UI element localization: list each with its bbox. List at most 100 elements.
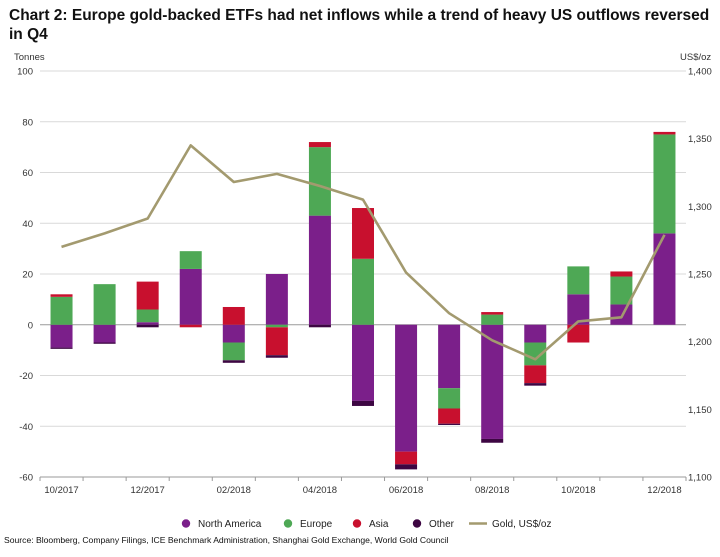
legend-item-asia: Asia: [352, 519, 389, 530]
bar-europe-09-2018: [524, 342, 547, 366]
legend-swatch: [412, 519, 422, 528]
bar-north-america-10-2018: [567, 294, 590, 325]
chart-title: Chart 2: Europe gold-backed ETFs had net…: [9, 7, 710, 43]
gold-price-line: [61, 144, 666, 361]
bar-asia-11-2018: [610, 271, 633, 277]
bar-other-02-2018: [222, 360, 245, 363]
bar-europe-07-2018: [438, 388, 461, 409]
bar-north-america-02-2018: [222, 324, 245, 343]
bar-europe-01-2018: [179, 251, 202, 269]
bar-asia-09-2018: [524, 365, 547, 384]
legend-label: Europe: [300, 519, 333, 530]
bar-europe-12-2017: [136, 309, 159, 323]
y-axis-title: Tonnes: [14, 52, 45, 63]
legend-label: Gold, US$/oz: [492, 519, 551, 530]
x-tick-label: 02/2018: [217, 485, 251, 496]
legend-label: Asia: [369, 519, 389, 530]
bar-other-10-2017: [50, 347, 73, 349]
bar-asia-10-2018: [567, 324, 590, 343]
bar-asia-06-2018: [395, 451, 418, 465]
x-tick-label: 06/2018: [389, 485, 423, 496]
x-tick-label: 08/2018: [475, 485, 509, 496]
bar-asia-03-2018: [265, 327, 288, 356]
bar-other-11-2017: [93, 342, 116, 344]
bar-other-05-2018: [352, 400, 374, 406]
bar-asia-12-2017: [136, 281, 159, 310]
bar-europe-04-2018: [308, 147, 331, 216]
bar-north-america-05-2018: [352, 324, 374, 401]
y2-tick-label: 1,200: [688, 337, 712, 348]
y2-tick-label: 1,250: [688, 270, 712, 281]
bar-north-america-04-2018: [308, 215, 331, 325]
legend-swatch: [181, 519, 191, 528]
bar-north-america-08-2018: [481, 324, 504, 439]
legend: North America Europe Asia Other Gold, US$/oz: [181, 519, 551, 530]
bar-asia-12-2018: [653, 131, 676, 135]
legend-item-gold-us-oz: Gold, US$/oz: [469, 519, 551, 530]
bar-asia-02-2018: [222, 306, 245, 325]
bar-other-12-2017: [136, 324, 159, 328]
bar-asia-04-2018: [308, 142, 331, 148]
legend-item-other: Other: [412, 519, 455, 530]
bar-europe-11-2018: [610, 276, 633, 305]
bar-other-07-2018: [438, 423, 461, 425]
y2-tick-label: 1,150: [688, 405, 712, 416]
bar-other-04-2018: [308, 324, 331, 328]
bar-europe-03-2018: [265, 324, 288, 328]
bar-europe-08-2018: [481, 314, 504, 325]
bar-asia-07-2018: [438, 408, 461, 424]
bar-north-america-07-2018: [438, 324, 461, 389]
y-tick-label: -20: [19, 371, 33, 382]
bar-other-08-2018: [481, 438, 504, 443]
x-tick-label: 10/2018: [561, 485, 595, 496]
x-tick-label: 10/2017: [44, 485, 78, 496]
legend-label: Other: [429, 519, 455, 530]
y2-tick-label: 1,400: [688, 67, 712, 78]
legend-swatch: [352, 519, 362, 528]
bar-europe-05-2018: [352, 258, 374, 325]
legend-item-north-america: North America: [181, 519, 262, 530]
bar-other-09-2018: [524, 383, 547, 386]
bar-europe-11-2017: [93, 284, 116, 325]
bar-other-06-2018: [395, 464, 418, 470]
axes: -60 -40 -20 0 20 40 60 80 100 1,100 1,150 1,200 1,25…: [14, 52, 712, 496]
bar-asia-01-2018: [179, 324, 202, 328]
legend-label: North America: [198, 519, 262, 530]
y-tick-label: 80: [22, 117, 33, 128]
y-tick-label: -40: [19, 422, 33, 433]
y-tick-label: 100: [17, 67, 33, 78]
bar-other-03-2018: [265, 355, 288, 358]
bar-north-america-12-2018: [653, 233, 676, 325]
y-tick-label: 20: [22, 270, 33, 281]
bar-north-america-12-2017: [136, 322, 159, 325]
y2-axis-title: US$/oz: [680, 52, 711, 63]
bar-north-america-03-2018: [265, 274, 288, 325]
bar-asia-08-2018: [481, 312, 504, 315]
source-note: Source: Bloomberg, Company Filings, ICE …: [4, 535, 449, 545]
legend-swatch: [283, 519, 293, 528]
x-tick-label: 04/2018: [303, 485, 337, 496]
bar-north-america-09-2018: [524, 324, 547, 343]
x-tick-label: 12/2017: [130, 485, 164, 496]
y-tick-label: -60: [19, 473, 33, 484]
bar-north-america-01-2018: [179, 268, 202, 325]
bar-asia-10-2017: [50, 294, 73, 297]
bar-north-america-11-2017: [93, 324, 116, 343]
y2-tick-label: 1,300: [688, 202, 712, 213]
bar-europe-10-2017: [50, 296, 73, 325]
bar-north-america-10-2017: [50, 324, 73, 348]
bar-europe-10-2018: [567, 266, 590, 295]
bars: [50, 131, 676, 470]
bar-asia-05-2018: [352, 208, 374, 259]
bar-north-america-06-2018: [395, 324, 418, 452]
y-tick-label: 60: [22, 168, 33, 179]
bar-europe-02-2018: [222, 342, 245, 361]
y-tick-label: 40: [22, 219, 33, 230]
x-tick-label: 12/2018: [647, 485, 681, 496]
legend-item-europe: Europe: [283, 519, 333, 530]
y2-tick-label: 1,350: [688, 134, 712, 145]
y-tick-label: 0: [28, 320, 33, 331]
y2-tick-label: 1,100: [688, 473, 712, 484]
bar-europe-12-2018: [653, 134, 676, 234]
